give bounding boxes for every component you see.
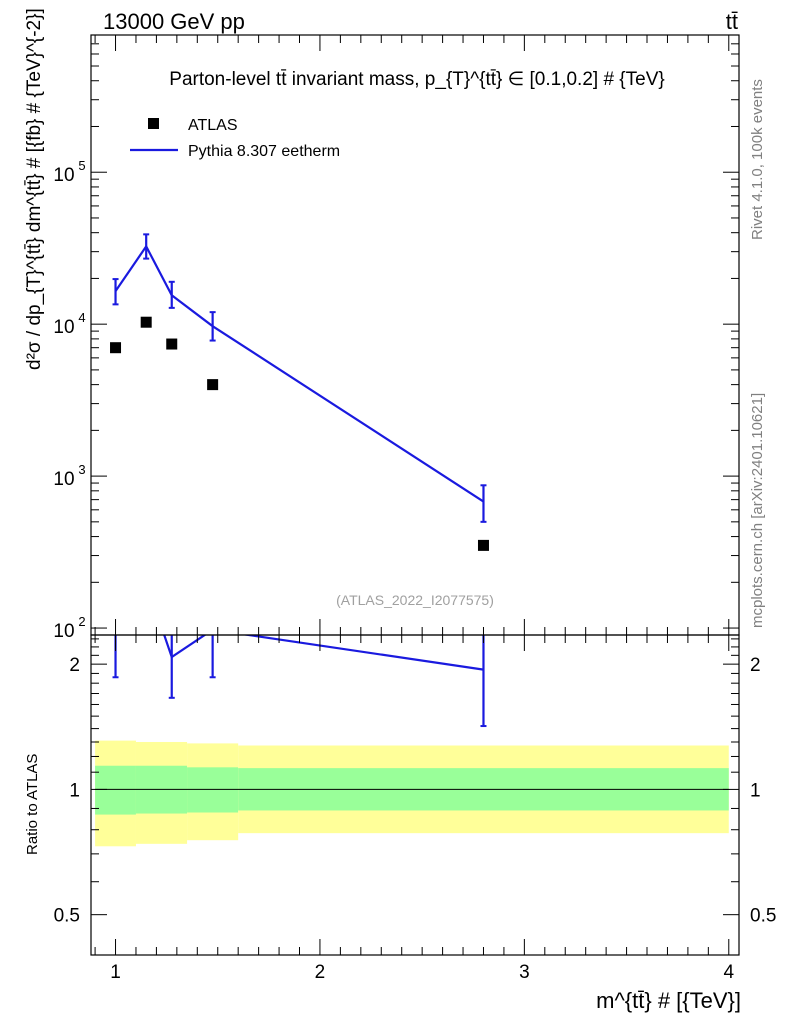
x-tick-label: 2	[315, 962, 326, 983]
rivet-label: Rivet 4.1.0, 100k events	[749, 79, 766, 240]
x-tick-label: 3	[519, 962, 530, 983]
x-tick-label: 4	[723, 962, 734, 983]
watermark: (ATLAS_2022_I2077575)	[336, 592, 494, 608]
y-tick-label: 10	[53, 621, 74, 642]
ratio-panel: 0.5 0.5 1 1 2 2 1 2 3 4 Ratio to ATLAS m^{tt̄} # …	[24, 634, 776, 1013]
atlas-data-point	[166, 338, 178, 350]
ratio-inner-band	[187, 767, 239, 813]
ratio-tick-label-left: 0.5	[54, 906, 80, 927]
ratio-tick-label-right: 1	[750, 780, 761, 801]
legend-mc-label: Pythia 8.307 eetherm	[188, 143, 340, 160]
header-right-label: tt̄	[726, 9, 738, 34]
y-tick-label: 10	[53, 165, 74, 186]
legend-atlas-marker	[148, 118, 159, 129]
ratio-tick-label-left: 2	[69, 655, 80, 676]
ratio-tick-label-right: 0.5	[750, 906, 776, 927]
ratio-tick-label-left: 1	[69, 780, 80, 801]
y-tick-label: 10	[53, 317, 74, 338]
y-tick-label: 10	[53, 469, 74, 490]
y-tick-label-exponent: 5	[78, 158, 85, 173]
ratio-tick-label-right: 2	[750, 655, 761, 676]
legend-atlas-label: ATLAS	[188, 117, 238, 134]
mcplots-label: mcplots.cern.ch [arXiv:2401.10621]	[749, 393, 766, 628]
ratio-ylabel: Ratio to ATLAS	[24, 754, 41, 855]
header-left-label: 13000 GeV pp	[103, 9, 245, 34]
atlas-data-point	[207, 379, 219, 391]
ratio-frame	[90, 634, 740, 956]
x-tick-label: 1	[110, 962, 121, 983]
main-ylabel: d²σ / dp_{T}^{tt̄} dm^{tt̄} # [{fb} # {T…	[24, 8, 45, 370]
atlas-data-point	[477, 539, 489, 551]
main-title: Parton-level tt̄ invariant mass, p_{T}^{…	[169, 69, 664, 90]
y-tick-label-exponent: 2	[78, 614, 85, 629]
ratio-inner-band	[95, 765, 136, 815]
x-axis-label: m^{tt̄} # [{TeV}]	[596, 988, 741, 1013]
y-tick-label-exponent: 3	[78, 462, 85, 477]
atlas-data-point	[110, 342, 122, 354]
y-tick-label-exponent: 4	[78, 310, 85, 325]
atlas-data-point	[140, 316, 152, 328]
main-panel: 10 2 10 3 10 4 10 5 Parton-level tt̄ invariant …	[24, 8, 740, 642]
